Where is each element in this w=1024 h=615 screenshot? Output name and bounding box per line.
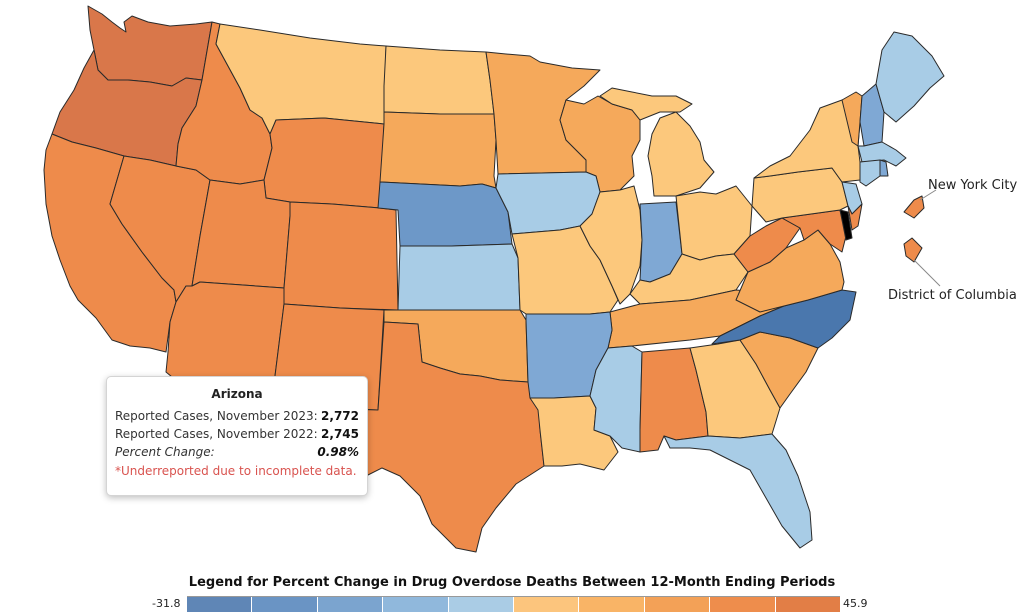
tooltip-row: Reported Cases, November 2022: 2,745: [115, 425, 359, 443]
state-DE[interactable]: [839, 209, 853, 241]
state-KS[interactable]: [397, 243, 521, 311]
state-NE[interactable]: [377, 181, 513, 247]
legend-bin: [383, 597, 449, 612]
state-RI[interactable]: [879, 159, 889, 177]
tooltip-underreported-note: *Underreported due to incomplete data.: [115, 464, 357, 478]
tooltip-row-percent-change: Percent Change: 0.98%: [115, 443, 359, 461]
tooltip-row: Reported Cases, November 2023: 2,772: [115, 407, 359, 425]
state-tooltip: Arizona Reported Cases, November 2023: 2…: [106, 376, 368, 496]
state-CO[interactable]: [283, 201, 399, 311]
legend-max-value: 45.9: [843, 597, 868, 610]
state-SD[interactable]: [379, 111, 497, 189]
legend-min-value: -31.8: [152, 597, 181, 610]
nyc-callout-line: [919, 189, 937, 201]
state-ND[interactable]: [383, 45, 495, 115]
legend-bin: [710, 597, 776, 612]
dc-callout-line: [913, 259, 941, 287]
legend-bin: [775, 597, 841, 612]
legend-bin: [317, 597, 384, 612]
tooltip-row-value: 2,745: [321, 427, 359, 441]
legend-title: Legend for Percent Change in Drug Overdo…: [188, 575, 836, 590]
state-VA[interactable]: [735, 229, 845, 313]
tooltip-title: Arizona: [211, 387, 263, 401]
legend-bin: [514, 597, 580, 612]
tooltip-row-label: Reported Cases, November 2022:: [115, 427, 318, 441]
state-WY[interactable]: [263, 117, 385, 209]
legend-bin: [187, 597, 253, 612]
us-map: [43, 5, 945, 553]
state-IL[interactable]: [579, 185, 643, 305]
district-of-columbia-marker[interactable]: [903, 237, 923, 263]
tooltip-row-value: 0.98%: [317, 445, 359, 459]
legend-color-scale: [187, 596, 841, 612]
tooltip-row-label: Percent Change:: [115, 445, 215, 459]
new-york-city-marker[interactable]: [903, 195, 925, 219]
state-WA[interactable]: [87, 5, 213, 87]
state-MS[interactable]: [589, 345, 643, 453]
legend-bin: [579, 597, 645, 612]
new-york-city-label: New York City: [928, 178, 1018, 193]
tooltip-row-label: Reported Cases, November 2023:: [115, 409, 318, 423]
state-FL[interactable]: [663, 433, 813, 549]
legend-bin: [448, 597, 515, 612]
state-CT[interactable]: [859, 159, 881, 187]
legend-bin: [644, 597, 711, 612]
state-MI-lower[interactable]: [647, 111, 715, 197]
state-ME[interactable]: [875, 31, 945, 123]
state-MI-upper[interactable]: [599, 87, 693, 121]
state-NJ-south[interactable]: [847, 203, 863, 231]
district-of-columbia-label: District of Columbia: [888, 288, 1017, 303]
tooltip-row-value: 2,772: [321, 409, 359, 423]
legend-bin: [252, 597, 318, 612]
